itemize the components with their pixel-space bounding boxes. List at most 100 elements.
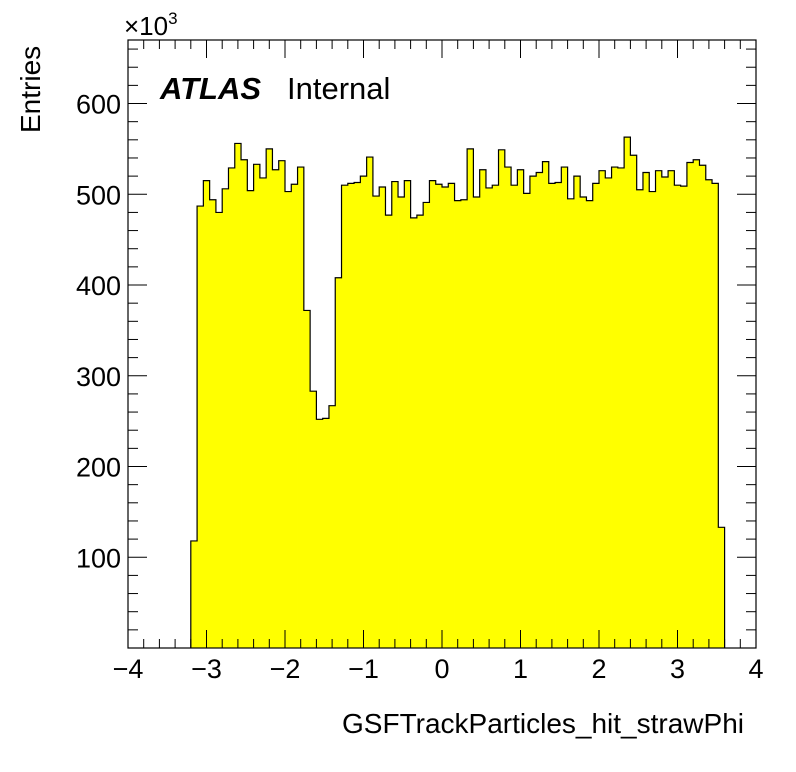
x-tick-label: 3 xyxy=(670,654,685,684)
histogram-bin xyxy=(686,162,694,649)
y-axis-label: Entries xyxy=(15,46,46,133)
histogram-outline xyxy=(190,136,726,648)
histogram-bin xyxy=(555,182,562,648)
histogram-bin xyxy=(435,184,443,648)
histogram-bin xyxy=(617,167,625,648)
tick-marks xyxy=(127,40,757,648)
histogram-bin xyxy=(485,187,493,648)
histogram-bin xyxy=(385,215,393,648)
x-tick-label: −1 xyxy=(348,654,379,684)
histogram-bin xyxy=(448,183,455,649)
histogram-bin xyxy=(291,184,298,648)
histogram-bin xyxy=(517,169,525,649)
y-multiplier: ×103 xyxy=(124,9,178,41)
histogram-bin xyxy=(580,196,587,649)
histogram-bin xyxy=(423,202,430,648)
histogram-bin xyxy=(599,170,606,648)
histogram-bin xyxy=(360,176,368,649)
histogram-bin xyxy=(328,405,336,648)
y-tick-label: 400 xyxy=(76,271,121,301)
histogram-bin xyxy=(366,157,374,648)
histogram-bin xyxy=(190,540,198,648)
histogram-bin xyxy=(536,172,543,648)
histogram-bin xyxy=(586,200,594,648)
atlas-label: ATLAS xyxy=(159,71,261,106)
x-tick-label: 1 xyxy=(513,654,528,684)
x-tick-label: −4 xyxy=(113,654,144,684)
histogram-bin xyxy=(699,165,707,648)
y-tick-label: 200 xyxy=(76,453,121,483)
histogram-bin xyxy=(567,198,575,648)
histogram-bin xyxy=(285,191,292,648)
histogram-bin xyxy=(511,185,518,648)
histogram-bin xyxy=(379,187,386,648)
histogram-bin xyxy=(460,199,468,648)
histogram-bars xyxy=(190,137,725,649)
histogram-bin xyxy=(636,189,644,649)
histogram-bin xyxy=(272,169,280,649)
histogram-bin xyxy=(624,137,631,648)
histogram-bin xyxy=(297,167,305,648)
histogram-bin xyxy=(253,164,261,648)
histogram-bin xyxy=(215,212,223,648)
histogram-bin xyxy=(705,179,713,648)
histogram-bin xyxy=(228,167,236,648)
histogram-bin xyxy=(372,196,380,648)
y-tick-label: 600 xyxy=(76,90,121,120)
histogram-bin xyxy=(542,161,550,648)
histogram-bin xyxy=(416,215,424,648)
histogram-bin xyxy=(247,190,254,649)
x-tick-label: 0 xyxy=(434,654,449,684)
histogram-bin xyxy=(498,149,506,648)
histogram-bin xyxy=(347,183,355,649)
y-tick-label: 300 xyxy=(76,362,121,392)
histogram-bin xyxy=(605,177,612,648)
y-tick-label: 100 xyxy=(76,543,121,573)
histogram-bin xyxy=(479,169,487,649)
histogram-bin xyxy=(310,391,317,648)
histogram-bin xyxy=(398,196,405,649)
x-tick-label: 4 xyxy=(748,654,763,684)
histogram-bin xyxy=(592,183,600,649)
histogram-bin xyxy=(278,160,286,648)
histogram-bin xyxy=(410,217,418,649)
histogram-bin xyxy=(573,176,581,649)
histogram-bin xyxy=(712,183,719,649)
histogram-bin xyxy=(661,177,669,649)
histogram-bin xyxy=(316,419,324,648)
histogram-bin xyxy=(668,170,675,648)
histogram-bin xyxy=(197,206,204,648)
histogram-bin xyxy=(504,167,512,648)
y-tick-labels: 100 200 300 400 500 600 xyxy=(76,90,121,574)
histogram-bin xyxy=(454,200,462,648)
histogram-bin xyxy=(442,187,449,648)
histogram-bin xyxy=(203,180,211,648)
histogram-bin xyxy=(548,183,556,649)
histogram-bin xyxy=(693,159,700,648)
histogram-bin xyxy=(529,176,537,649)
y-tick-label: 500 xyxy=(76,180,121,210)
histogram-bin xyxy=(630,155,638,649)
histogram-bin xyxy=(561,167,568,648)
histogram-bin xyxy=(473,196,481,649)
histogram-bin xyxy=(649,191,656,648)
x-axis-label: GSFTrackParticles_hit_strawPhi xyxy=(342,708,744,739)
histogram-bin xyxy=(266,148,273,649)
histogram-bin xyxy=(222,188,229,648)
histogram-bin xyxy=(259,177,267,648)
histogram-bin xyxy=(467,148,474,649)
histogram-bin xyxy=(234,143,242,648)
histogram-bin xyxy=(391,181,399,648)
histogram-bin xyxy=(404,180,411,648)
histogram-bin xyxy=(429,180,437,648)
histogram-bin xyxy=(335,277,342,648)
histogram-bin xyxy=(642,172,650,648)
histogram-bin xyxy=(718,527,725,648)
x-tick-label: 2 xyxy=(591,654,606,684)
histogram-bin xyxy=(303,310,311,648)
histogram-bin xyxy=(341,185,349,648)
histogram-bin xyxy=(674,185,682,648)
x-tick-label: −3 xyxy=(191,654,222,684)
histogram-bin xyxy=(209,199,217,648)
